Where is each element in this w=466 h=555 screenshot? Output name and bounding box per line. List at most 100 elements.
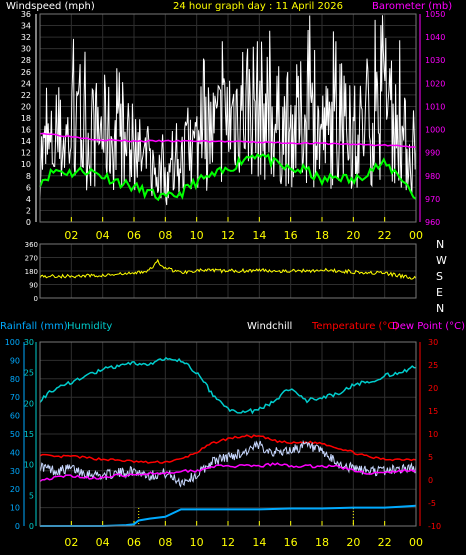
wind-x-tick-label: 16 xyxy=(284,229,298,242)
wind-x-tick-label: 14 xyxy=(252,229,266,242)
rain-y-tick-label: 20 xyxy=(10,485,20,494)
wind-average-series-line xyxy=(39,153,417,202)
windchill-label: Windchill xyxy=(247,321,293,332)
temperature-y-tick-label: 15 xyxy=(428,407,438,416)
rain-x-tick-label: 14 xyxy=(252,536,266,549)
humidity-y-tick-label: 30 xyxy=(24,338,34,347)
windchill-series-line xyxy=(39,439,417,488)
rain-y-tick-label: 60 xyxy=(10,412,20,421)
direction-y-tick-label: 180 xyxy=(25,268,38,276)
wind-y-tick-label: 32 xyxy=(21,33,31,42)
rainfall-series-line xyxy=(40,504,417,527)
wind-x-tick-label: 08 xyxy=(158,229,172,242)
barometer-series-line xyxy=(39,132,417,149)
wind-y-tick-label: 14 xyxy=(21,137,31,146)
direction-plot-frame xyxy=(39,243,417,299)
temperature-y-tick-label: 5 xyxy=(428,453,433,462)
temperature-label: Temperature (°C) xyxy=(312,321,399,332)
temperature-y-tick-label: 30 xyxy=(428,338,438,347)
rain-y-tick-label: 80 xyxy=(10,375,20,384)
wind-y-tick-label: 18 xyxy=(21,114,31,123)
rain-y-tick-label: 40 xyxy=(10,448,20,457)
rain-x-tick-label: 10 xyxy=(190,536,204,549)
direction-y-tick-label: 90 xyxy=(29,282,38,290)
wind-y-tick-label: 28 xyxy=(21,56,31,65)
rain-humidity-temperature-chart: 0102030405060708090100051015202530-10-50… xyxy=(5,338,441,549)
dewpoint-label: Dew Point (°C) xyxy=(392,321,466,332)
rain-x-tick-label: 06 xyxy=(127,536,141,549)
wind-x-tick-label: 18 xyxy=(315,229,329,242)
barometer-y-tick-label: 1030 xyxy=(425,56,445,65)
barometer-label: Barometer (mb) xyxy=(372,1,453,12)
direction-compass-label-w: W xyxy=(436,254,447,267)
wind-y-tick-label: 24 xyxy=(21,79,31,88)
barometer-y-tick-label: 1000 xyxy=(425,126,445,135)
barometer-y-tick-label: 960 xyxy=(425,218,440,227)
wind-y-tick-label: 16 xyxy=(21,126,31,135)
wind-x-tick-label: 02 xyxy=(64,229,78,242)
rain-x-tick-label: 16 xyxy=(284,536,298,549)
temperature-series-line xyxy=(39,434,417,464)
barometer-y-tick-label: 1010 xyxy=(425,102,445,111)
wind-y-tick-label: 10 xyxy=(21,160,31,169)
dewpoint-series-line xyxy=(39,462,417,483)
rain-y-tick-label: 70 xyxy=(10,393,20,402)
barometer-y-tick-label: 1040 xyxy=(425,33,445,42)
barometer-y-tick-label: 1050 xyxy=(425,10,445,19)
wind-y-tick-label: 8 xyxy=(26,172,31,181)
wind-x-tick-label: 04 xyxy=(96,229,110,242)
barometer-y-tick-label: 970 xyxy=(425,195,440,204)
barometer-y-tick-label: 1020 xyxy=(425,79,445,88)
wind-y-tick-label: 30 xyxy=(21,45,31,54)
rain-plot-frame xyxy=(39,341,417,527)
direction-compass-label-e: E xyxy=(436,286,443,299)
rain-x-tick-label: 04 xyxy=(96,536,110,549)
humidity-y-tick-label: 5 xyxy=(29,491,34,500)
temperature-y-tick-label: -10 xyxy=(428,522,441,531)
humidity-y-tick-label: 20 xyxy=(24,399,34,408)
temperature-y-tick-label: 10 xyxy=(428,430,438,439)
wind-x-tick-label: 12 xyxy=(221,229,235,242)
wind-y-tick-label: 6 xyxy=(26,183,31,192)
humidity-label: Humidity xyxy=(67,321,113,332)
wind-y-tick-label: 4 xyxy=(26,195,31,204)
graph-date-title: 24 hour graph day : 11 April 2026 xyxy=(173,1,343,12)
rain-y-tick-label: 10 xyxy=(10,504,20,513)
wind-y-tick-label: 22 xyxy=(21,91,31,100)
wind-y-tick-label: 12 xyxy=(21,149,31,158)
wind-x-tick-label: 00 xyxy=(409,229,423,242)
temperature-y-tick-label: 0 xyxy=(428,476,433,485)
wind-plot-frame xyxy=(39,13,417,223)
wind-y-tick-label: 36 xyxy=(21,10,31,19)
wind-y-tick-label: 34 xyxy=(21,22,31,31)
direction-compass-label-n: N xyxy=(436,302,444,315)
wind-barometer-chart: 0246810121416182022242628303234369609709… xyxy=(21,10,446,242)
rain-y-tick-label: 90 xyxy=(10,356,20,365)
rain-x-tick-label: 12 xyxy=(221,536,235,549)
temperature-y-tick-label: 20 xyxy=(428,384,438,393)
rain-x-tick-label: 22 xyxy=(378,536,392,549)
wind-y-tick-label: 0 xyxy=(26,218,31,227)
wind-x-tick-label: 22 xyxy=(378,229,392,242)
direction-y-tick-label: 0 xyxy=(34,295,38,303)
humidity-y-tick-label: 0 xyxy=(29,522,34,531)
rain-x-tick-label: 20 xyxy=(346,536,360,549)
rain-y-tick-label: 0 xyxy=(15,522,20,531)
wind-x-tick-label: 20 xyxy=(346,229,360,242)
humidity-series-line xyxy=(39,356,417,415)
rainfall-label: Rainfall (mm) xyxy=(0,321,68,332)
rain-y-tick-label: 100 xyxy=(5,338,20,347)
barometer-y-tick-label: 980 xyxy=(425,172,440,181)
rain-y-tick-label: 30 xyxy=(10,467,20,476)
wind-x-tick-label: 10 xyxy=(190,229,204,242)
humidity-y-tick-label: 25 xyxy=(24,369,34,378)
wind-direction-series-line xyxy=(39,258,417,280)
windspeed-label: Windspeed (mph) xyxy=(6,1,95,12)
temperature-y-tick-label: 25 xyxy=(428,361,438,370)
humidity-y-tick-label: 15 xyxy=(24,430,34,439)
rain-y-tick-label: 50 xyxy=(10,430,20,439)
rain-x-tick-label: 00 xyxy=(409,536,423,549)
direction-compass-label-n: N xyxy=(436,238,444,251)
